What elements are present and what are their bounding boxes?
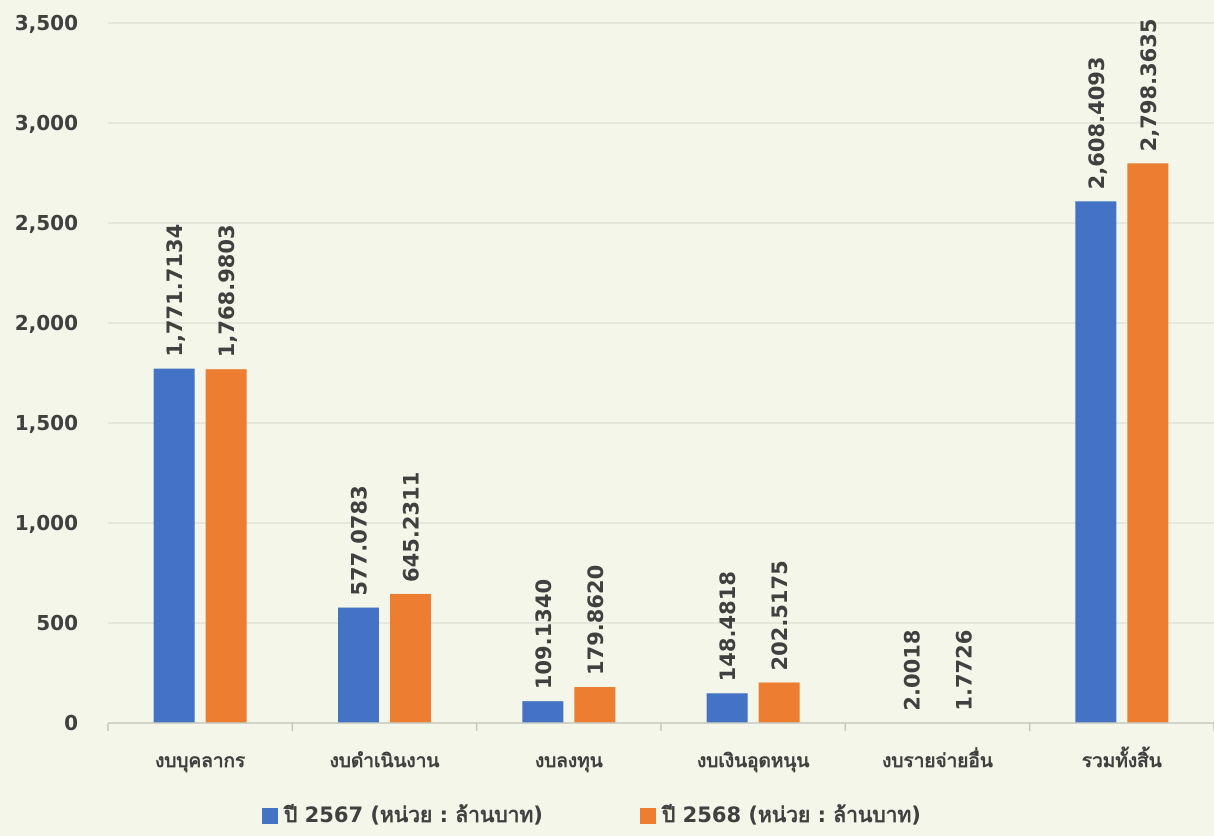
data-label: 148.4818 [716,571,740,681]
y-tick-label: 2,000 [15,311,78,335]
bar [390,593,431,723]
bar [758,682,800,723]
data-labels: 1,771.7134 577.0783 109.1340 148.4818 2.0018… [163,18,1161,710]
data-label: 109.1340 [532,579,556,689]
legend-swatch [262,808,278,824]
bar [522,701,564,723]
category-label: รวมทั้งสิ้น [1082,746,1162,772]
data-label: 645.2311 [400,472,424,582]
bar [574,687,616,723]
legend-swatch [640,808,656,824]
category-label: งบบุคลากร [155,750,246,773]
bar [205,369,247,723]
y-tick-label: 1,500 [15,411,78,435]
legend: ปี 2567 (หน่วย : ล้านบาท) ปี 2568 (หน่วย … [262,803,921,827]
data-label: 1.7726 [953,630,977,711]
category-label: งบรายจ่ายอื่น [882,747,993,772]
y-tick-label: 1,000 [15,511,78,535]
y-tick-label: 0 [64,711,78,735]
y-tick-label: 3,500 [15,11,78,35]
category-label: งบดำเนินงาน [330,750,440,772]
bar [1127,163,1169,724]
data-label: 179.8620 [584,565,608,675]
bars [153,163,1169,724]
category-label: งบเงินอุดหนุน [697,750,809,773]
bar [1075,201,1117,724]
data-label: 1,771.7134 [163,224,187,357]
bar [338,607,379,723]
data-label: 2.0018 [901,630,925,711]
y-tick-label: 2,500 [15,211,78,235]
data-label: 577.0783 [348,485,372,595]
gridlines [108,22,1214,624]
data-label: 2,798.3635 [1137,18,1161,151]
bar [706,693,748,723]
data-label: 202.5175 [768,560,792,670]
legend-label: ปี 2568 (หน่วย : ล้านบาท) [660,803,921,827]
category-label: งบลงทุน [535,750,603,773]
data-label: 1,768.9803 [215,224,239,357]
legend-label: ปี 2567 (หน่วย : ล้านบาท) [282,803,543,827]
y-tick-label: 500 [36,611,78,635]
y-tick-label: 3,000 [15,111,78,135]
data-label: 2,608.4093 [1085,56,1109,189]
bar [153,368,195,723]
axes: 0 500 1,000 1,500 2,000 2,500 3,000 3,500 งบบุคล… [15,11,1214,773]
